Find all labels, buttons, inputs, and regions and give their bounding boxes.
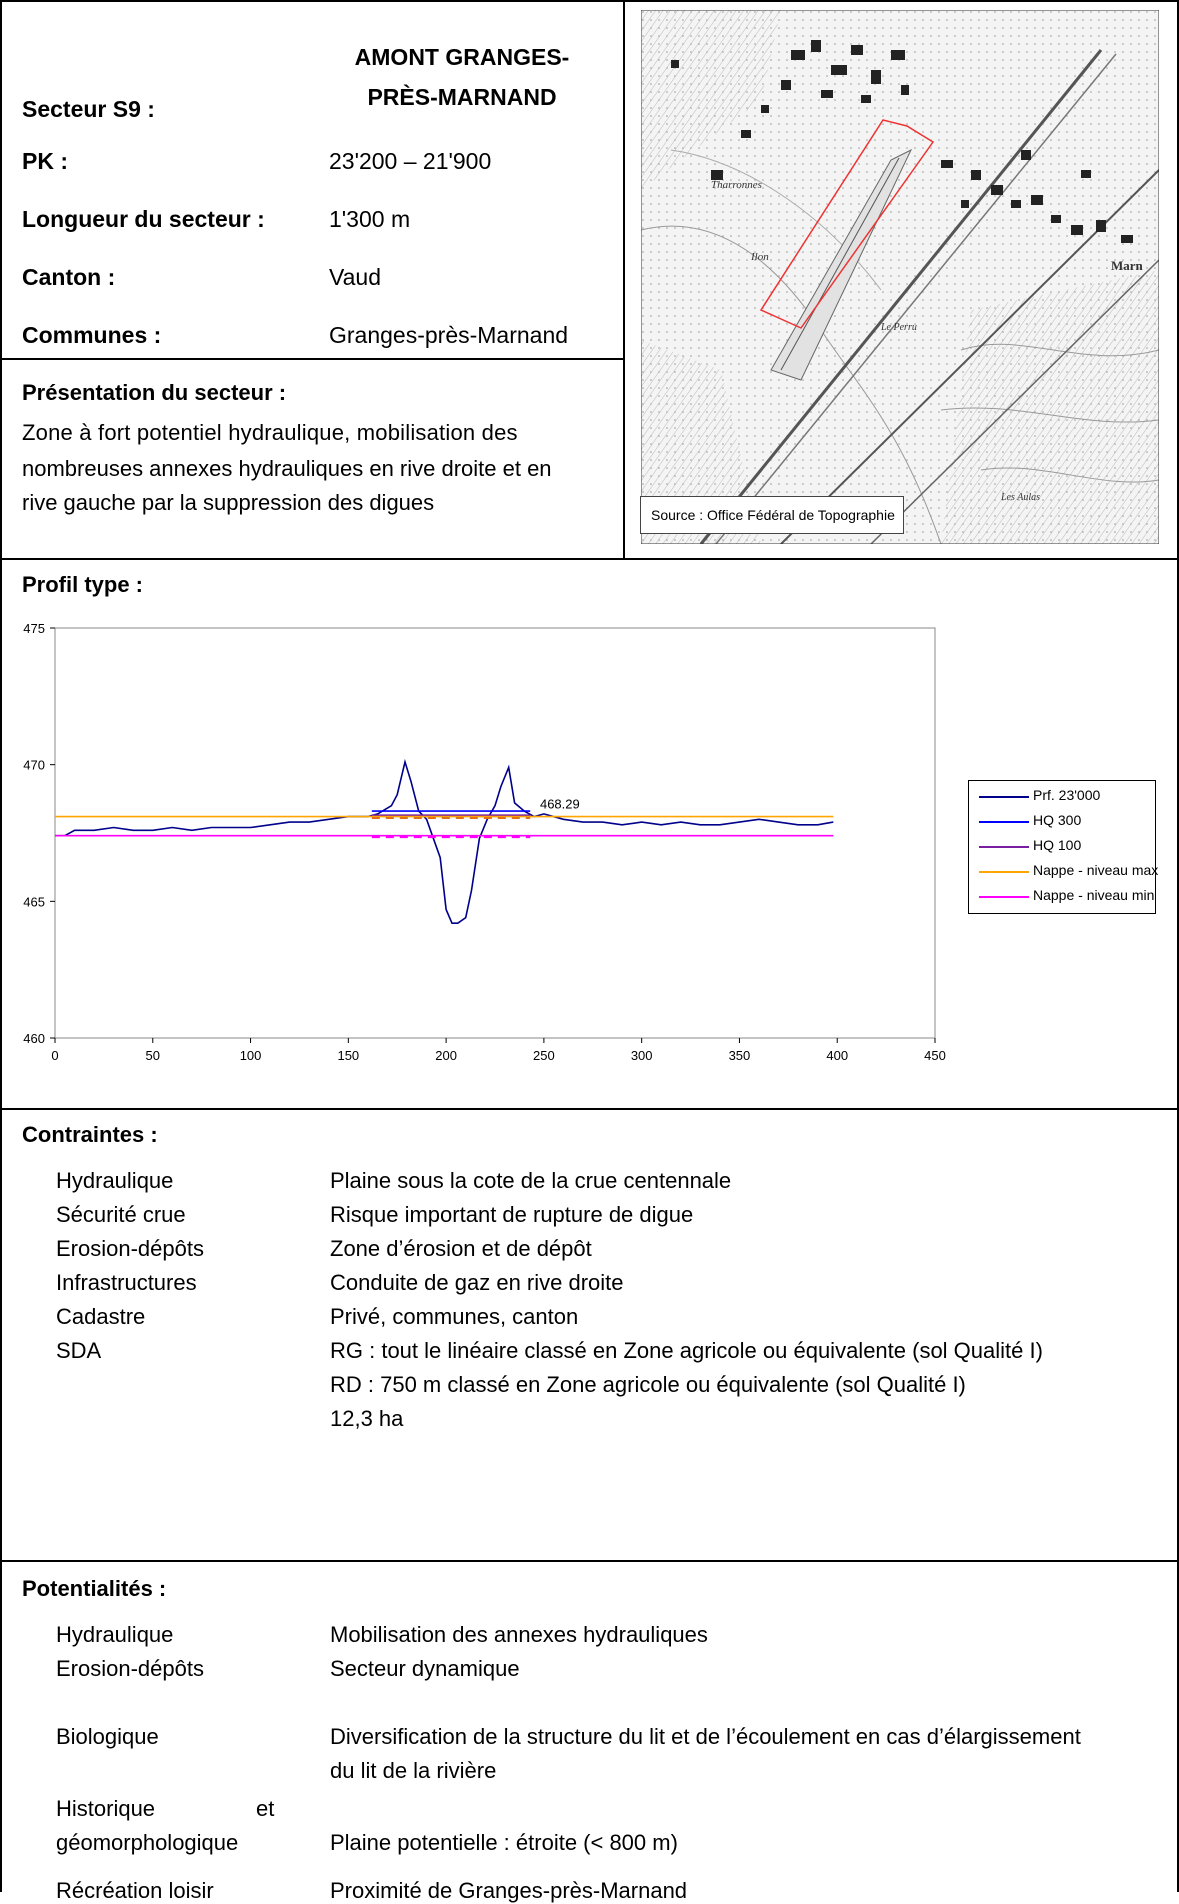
divider-profil xyxy=(0,558,1179,560)
secteur-label: Secteur S9 : xyxy=(22,96,155,122)
x-tick-label: 350 xyxy=(729,1048,751,1063)
y-tick-label: 475 xyxy=(23,621,45,636)
divider-vertical xyxy=(623,0,625,560)
presentation-label: Présentation du secteur : xyxy=(22,380,287,405)
potentialite-value-cont: du lit de la rivière xyxy=(330,1758,497,1783)
plot-area xyxy=(54,627,936,1039)
map-image: Tharronnes Ilon Marn Le Perru Les Aulas xyxy=(640,9,1160,545)
potentialite-key-cont: géomorphologique xyxy=(56,1830,239,1855)
contrainte-value: Conduite de gaz en rive droite xyxy=(330,1270,624,1295)
x-tick-label: 0 xyxy=(51,1048,58,1063)
potentialite-key: Erosion-dépôts xyxy=(56,1656,204,1681)
communes-value: Granges-près-Marnand xyxy=(329,322,569,348)
svg-text:Le Perru: Le Perru xyxy=(880,322,917,333)
potentialite-key: Biologique xyxy=(56,1724,159,1749)
potentialite-key: Hydraulique xyxy=(56,1622,174,1647)
legend-label: Nappe - niveau max xyxy=(1033,862,1159,878)
x-tick-label: 50 xyxy=(146,1048,160,1063)
x-tick-label: 450 xyxy=(924,1048,946,1063)
svg-text:Marn: Marn xyxy=(1111,258,1144,273)
pk-label: PK : xyxy=(22,148,68,174)
potentialite-key: Historique xyxy=(56,1796,156,1821)
contrainte-key: Cadastre xyxy=(56,1304,146,1329)
contrainte-value: Zone d’érosion et de dépôt xyxy=(330,1236,592,1261)
chart-legend: Prf. 23'000 HQ 300 HQ 100 Nappe - niveau… xyxy=(968,780,1159,914)
legend-label: HQ 300 xyxy=(1033,812,1082,828)
potentialite-value: Secteur dynamique xyxy=(330,1656,520,1681)
x-tick-label: 200 xyxy=(435,1048,457,1063)
longueur-value: 1'300 m xyxy=(329,206,411,232)
svg-text:Tharronnes: Tharronnes xyxy=(711,179,762,191)
legend-label: HQ 100 xyxy=(1033,837,1082,853)
svg-text:Ilon: Ilon xyxy=(750,251,769,263)
presentation-line2: nombreuses annexes hydrauliques en rive … xyxy=(22,456,552,481)
x-tick-label: 400 xyxy=(826,1048,848,1063)
map-source-box: Source : Office Fédéral de Topographie xyxy=(640,496,904,534)
profil-label: Profil type : xyxy=(22,572,144,597)
border-top xyxy=(0,0,1179,2)
legend-swatch xyxy=(979,796,1029,798)
x-tick-label: 150 xyxy=(337,1048,359,1063)
secteur-title-line2: PRÈS-MARNAND xyxy=(367,84,557,110)
divider-contraintes xyxy=(0,1108,1179,1110)
pk-value: 23'200 – 21'900 xyxy=(329,148,492,174)
legend-swatch xyxy=(979,896,1029,898)
longueur-label: Longueur du secteur : xyxy=(22,206,265,232)
x-tick-label: 300 xyxy=(631,1048,653,1063)
contrainte-key: Infrastructures xyxy=(56,1270,197,1295)
map-source-text: Source : Office Fédéral de Topographie xyxy=(651,507,895,523)
x-tick-label: 250 xyxy=(533,1048,555,1063)
border-left xyxy=(0,0,2,1892)
y-tick-label: 460 xyxy=(23,1031,45,1046)
y-tick-label: 470 xyxy=(23,758,45,773)
contrainte-key: Sécurité crue xyxy=(56,1202,186,1227)
sda-line2: RD : 750 m classé en Zone agricole ou éq… xyxy=(330,1372,966,1397)
legend-swatch xyxy=(979,846,1029,848)
potentialite-value: Mobilisation des annexes hydrauliques xyxy=(330,1622,708,1647)
presentation-line3: rive gauche par la suppression des digue… xyxy=(22,490,435,515)
sda-line3: 12,3 ha xyxy=(330,1406,404,1431)
potentialite-value: Proximité de Granges-près-Marnand xyxy=(330,1878,688,1903)
divider-info xyxy=(0,358,625,360)
series-line-0 xyxy=(55,758,834,925)
presentation-line1: Zone à fort potentiel hydraulique, mobil… xyxy=(22,420,518,445)
legend-swatch xyxy=(979,871,1029,873)
topographic-map: Tharronnes Ilon Marn Le Perru Les Aulas … xyxy=(640,9,1160,545)
potentialite-value: Plaine potentielle : étroite (< 800 m) xyxy=(330,1830,678,1855)
chart-svg: 460 465 470 475 0 50 100 150 200 250 300 350 400 450 4… xyxy=(23,621,946,1063)
profil-chart: 460 465 470 475 0 50 100 150 200 250 300 350 400 450 4… xyxy=(0,598,1179,1098)
contrainte-key: SDA xyxy=(56,1338,102,1363)
potentialite-key-cont: et xyxy=(256,1796,275,1821)
contrainte-value: RG : tout le linéaire classé en Zone agr… xyxy=(330,1338,1043,1363)
potentialite-key: Récréation loisir xyxy=(56,1878,214,1903)
annotation-label: 468.29 xyxy=(540,796,580,811)
legend-swatch xyxy=(979,821,1029,823)
contrainte-value: Plaine sous la cote de la crue centennal… xyxy=(330,1168,732,1193)
contraintes-label: Contraintes : xyxy=(22,1122,158,1147)
secteur-title-line1: AMONT GRANGES- xyxy=(354,44,570,70)
y-tick-label: 465 xyxy=(23,894,45,909)
contrainte-value: Risque important de rupture de digue xyxy=(330,1202,694,1227)
potentialite-value: Diversification de la structure du lit e… xyxy=(330,1724,1081,1749)
legend-label: Nappe - niveau min xyxy=(1033,887,1155,903)
canton-label: Canton : xyxy=(22,264,116,290)
legend-label: Prf. 23'000 xyxy=(1033,787,1101,803)
canton-value: Vaud xyxy=(329,264,382,290)
communes-label: Communes : xyxy=(22,322,162,348)
divider-potentialites xyxy=(0,1560,1179,1562)
contrainte-key: Hydraulique xyxy=(56,1168,174,1193)
potentialites-label: Potentialités : xyxy=(22,1576,167,1601)
svg-text:Les Aulas: Les Aulas xyxy=(1000,492,1040,503)
x-tick-label: 100 xyxy=(240,1048,262,1063)
contrainte-value: Privé, communes, canton xyxy=(330,1304,579,1329)
contrainte-key: Erosion-dépôts xyxy=(56,1236,204,1261)
border-right xyxy=(1177,0,1179,1892)
